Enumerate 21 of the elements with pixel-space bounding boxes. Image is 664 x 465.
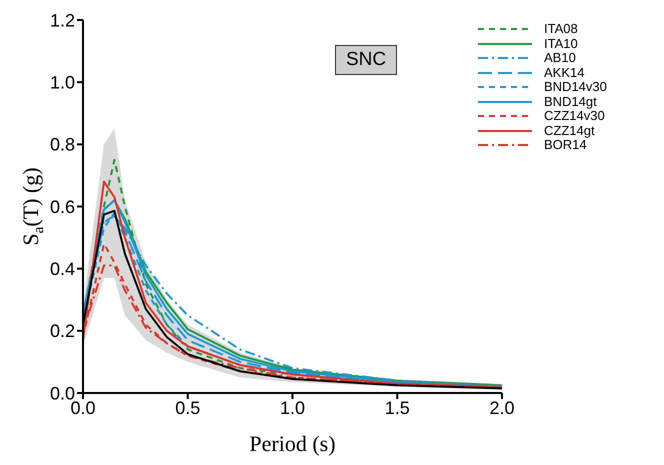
x-axis-title: Period (s) bbox=[249, 431, 336, 456]
legend-label: AKK14 bbox=[544, 64, 584, 80]
x-tick-label: 0.5 bbox=[175, 398, 200, 418]
x-tick-label: 1.0 bbox=[280, 398, 306, 418]
legend-label: CZZ14v30 bbox=[544, 108, 605, 124]
y-tick-label: 0.6 bbox=[50, 196, 75, 217]
legend-label: BND14gt bbox=[544, 94, 597, 109]
legend-label: ITA10 bbox=[544, 36, 578, 51]
text: SNC bbox=[335, 45, 398, 75]
legend-label: CZZ14gt bbox=[544, 122, 595, 138]
x-tick-label: 1.5 bbox=[384, 398, 410, 418]
legend-label: AB10 bbox=[544, 50, 576, 66]
y-tick-label: 0.4 bbox=[50, 259, 75, 280]
x-tick-label: 2.0 bbox=[489, 398, 515, 418]
legend-label: BOR14 bbox=[544, 137, 587, 152]
y-tick-label: 1.2 bbox=[50, 10, 75, 30]
y-tick-label: 0.2 bbox=[50, 321, 75, 342]
y-tick-label: 0.8 bbox=[50, 134, 75, 155]
legend-label: ITA08 bbox=[544, 21, 578, 36]
y-tick-label: 1.0 bbox=[50, 72, 75, 93]
legend-label: BND14v30 bbox=[544, 79, 607, 94]
